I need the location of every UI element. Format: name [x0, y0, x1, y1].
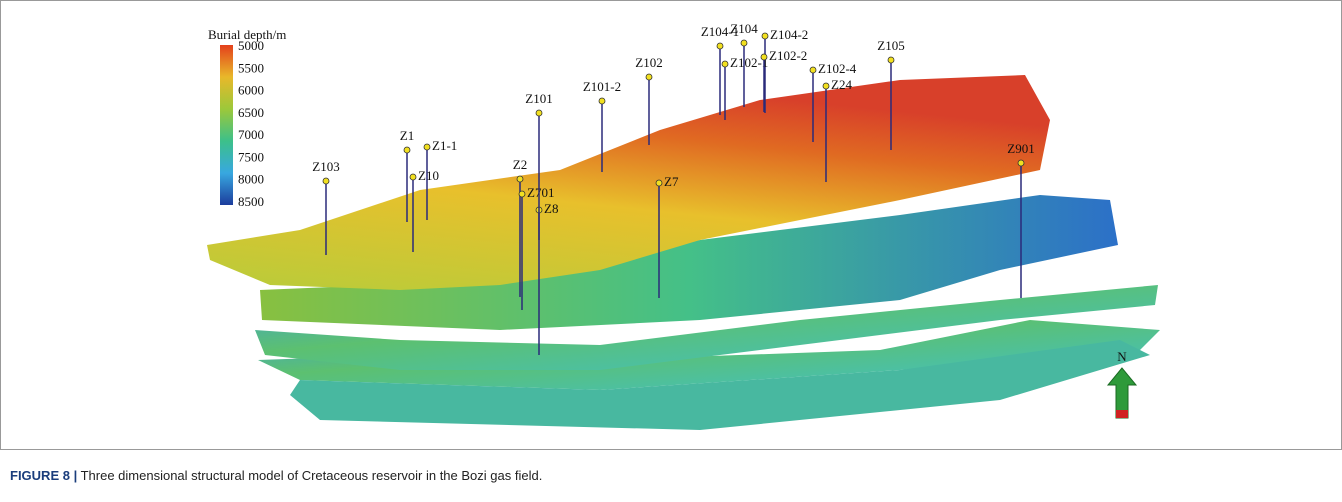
well-head — [761, 54, 767, 60]
well-head — [536, 110, 542, 116]
well-label: Z8 — [544, 201, 558, 216]
colorbar-tick-label: 8000 — [238, 172, 264, 187]
well-head — [823, 83, 829, 89]
well-label: Z7 — [664, 174, 679, 189]
well-head — [410, 174, 416, 180]
well-label: Z102 — [635, 55, 662, 70]
colorbar-tick-label: 6500 — [238, 105, 264, 120]
colorbar-tick-label: 8500 — [238, 194, 264, 209]
caption: FIGURE 8 | Three dimensional structural … — [10, 468, 542, 483]
well-label: Z101 — [525, 91, 552, 106]
well-head — [599, 98, 605, 104]
well-head — [762, 33, 768, 39]
well-label: Z24 — [831, 77, 852, 92]
well-label: Z102-2 — [769, 48, 807, 63]
well-head — [741, 40, 747, 46]
well-head — [424, 144, 430, 150]
well-label: Z901 — [1007, 141, 1034, 156]
well-head — [517, 176, 523, 182]
well-label: Z1-1 — [432, 138, 457, 153]
well-head — [888, 57, 894, 63]
north-label: N — [1117, 349, 1127, 364]
well-head — [519, 191, 525, 197]
well-label: Z1 — [400, 128, 414, 143]
well-head — [1018, 160, 1024, 166]
well-head — [404, 147, 410, 153]
caption-label: FIGURE 8 | — [10, 468, 77, 483]
well-head — [810, 67, 816, 73]
page: Burial depth/m 5000550060006500700075008… — [0, 0, 1342, 502]
well-head — [323, 178, 329, 184]
well-head — [717, 43, 723, 49]
figure: Burial depth/m 5000550060006500700075008… — [0, 0, 1342, 450]
well-label: Z10 — [418, 168, 439, 183]
well-head — [656, 180, 662, 186]
well-label: Z104-2 — [770, 27, 808, 42]
well-label: Z701 — [527, 185, 554, 200]
well-head — [722, 61, 728, 67]
colorbar-tick-label: 7000 — [238, 127, 264, 142]
well-label: Z105 — [877, 38, 904, 53]
colorbar-tick-label: 6000 — [238, 83, 264, 98]
colorbar-tick-label: 5000 — [238, 38, 264, 53]
well-label: Z2 — [513, 157, 527, 172]
well-label: Z102-4 — [818, 61, 857, 76]
well-head — [646, 74, 652, 80]
well-label: Z104 — [730, 21, 758, 36]
colorbar-tick-label: 7500 — [238, 149, 264, 164]
colorbar — [220, 45, 233, 205]
caption-text: Three dimensional structural model of Cr… — [81, 468, 543, 483]
colorbar-tick-label: 5500 — [238, 60, 264, 75]
well-label: Z101-2 — [583, 79, 621, 94]
well-label: Z103 — [312, 159, 339, 174]
